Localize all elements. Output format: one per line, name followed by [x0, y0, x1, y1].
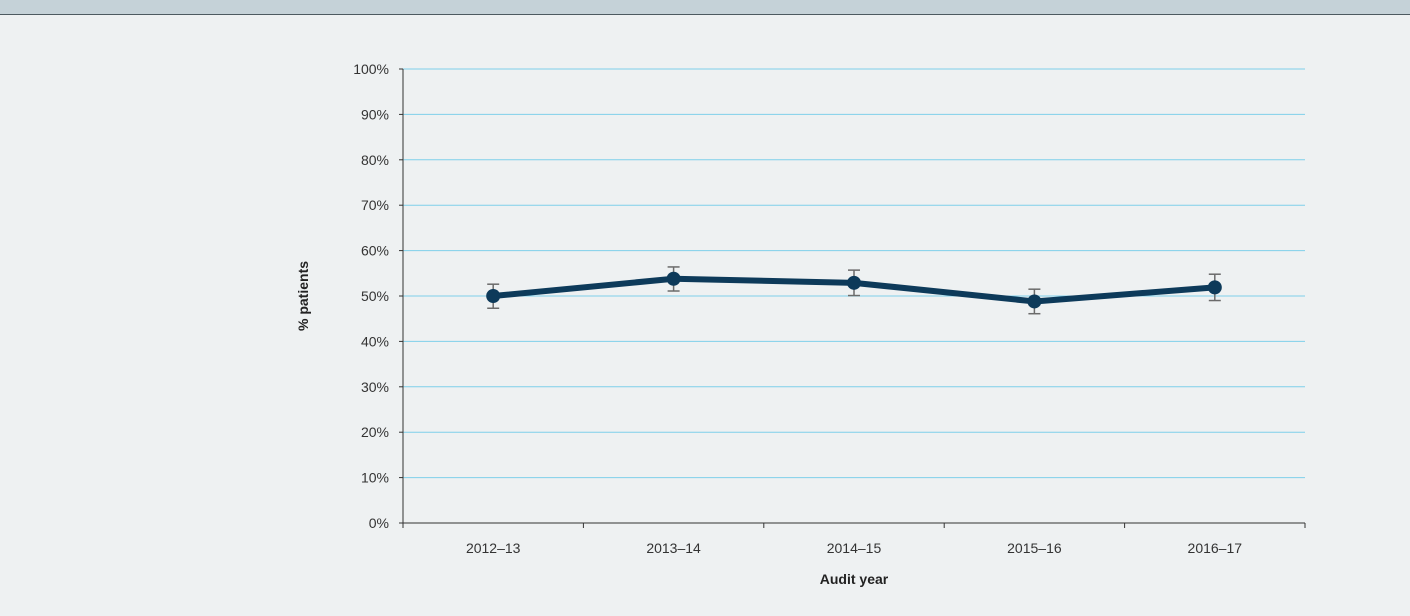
x-tick-label: 2014–15	[827, 540, 882, 556]
y-axis-title: % patients	[295, 261, 311, 331]
x-tick-label: 2013–14	[646, 540, 701, 556]
error-bars	[487, 266, 1221, 315]
data-point	[1027, 294, 1042, 309]
x-axis: 2012–13 2013–14 2014–15 2015–16 2016–17	[402, 522, 1306, 556]
y-tick-label: 10%	[361, 470, 389, 486]
data-point	[1207, 280, 1222, 295]
y-tick-label: 80%	[361, 152, 389, 168]
y-tick-label: 90%	[361, 106, 389, 122]
data-points	[486, 271, 1222, 309]
x-tick-label: 2016–17	[1188, 540, 1243, 556]
y-tick-label: 100%	[353, 61, 389, 77]
y-axis: 0% 10% 20% 30% 40% 50% 60% 70% 80% 90% 100%	[353, 61, 404, 531]
chart-panel	[0, 15, 1410, 616]
header-band	[0, 0, 1410, 15]
data-point	[847, 275, 861, 290]
y-tick-label: 20%	[361, 424, 389, 440]
x-tick-label: 2012–13	[466, 540, 521, 556]
data-point	[486, 289, 501, 303]
y-tick-label: 50%	[361, 288, 389, 304]
x-axis-title: Audit year	[820, 571, 889, 587]
data-point	[666, 271, 681, 286]
y-tick-label: 70%	[361, 197, 389, 213]
y-tick-label: 60%	[361, 243, 389, 259]
y-tick-label: 0%	[369, 515, 389, 531]
x-tick-label: 2015–16	[1007, 540, 1062, 556]
y-tick-label: 30%	[361, 379, 389, 395]
y-tick-label: 40%	[361, 333, 389, 349]
gridlines	[403, 68, 1305, 479]
